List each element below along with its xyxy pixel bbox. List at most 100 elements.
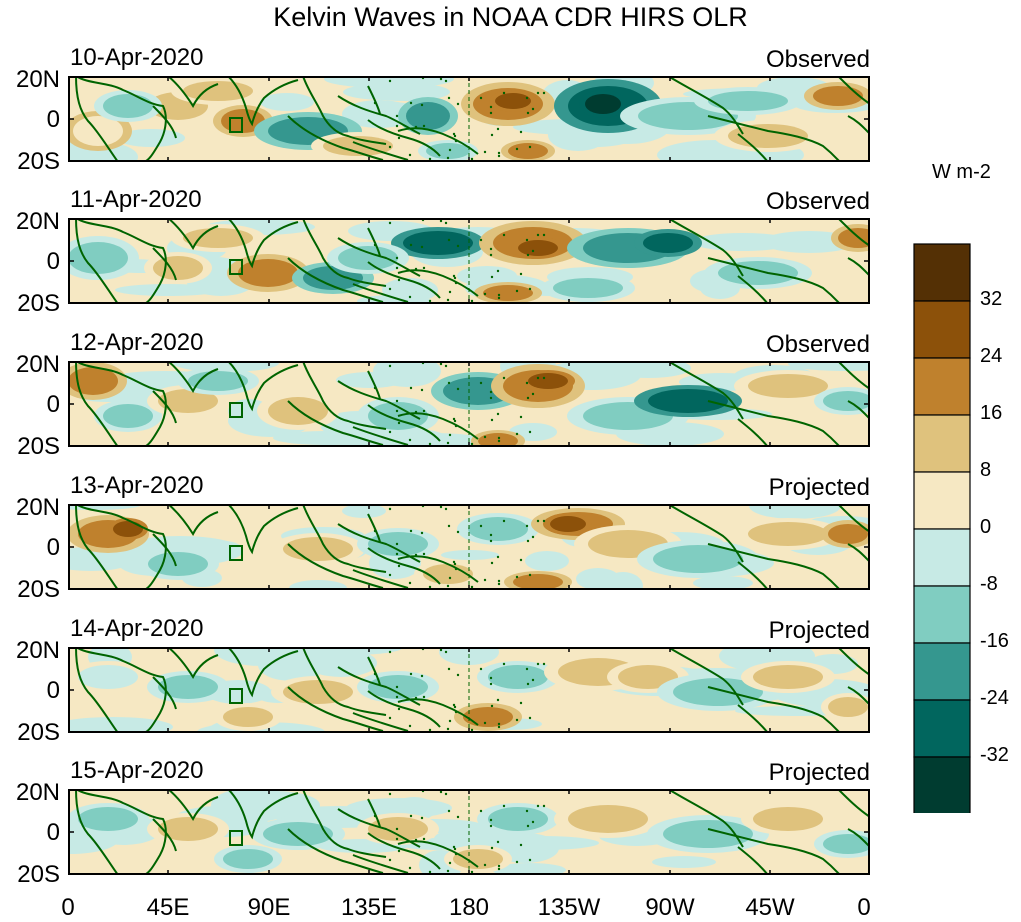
colorbar-swatch bbox=[913, 585, 971, 644]
latitude-label: 0 bbox=[46, 248, 60, 275]
coastline bbox=[227, 76, 299, 127]
coastline bbox=[367, 227, 381, 257]
coastline bbox=[667, 789, 744, 848]
anomaly-region bbox=[158, 817, 218, 841]
colorbar bbox=[913, 243, 971, 813]
coastline bbox=[287, 257, 384, 303]
anomaly-region bbox=[153, 256, 203, 280]
anomaly-region bbox=[68, 367, 118, 395]
longitude-label: 45W bbox=[745, 894, 795, 921]
panel-date: 14-Apr-2020 bbox=[70, 615, 204, 642]
coastline bbox=[287, 828, 384, 874]
panel-status: Projected bbox=[768, 617, 870, 644]
olr-anomaly-map bbox=[68, 504, 870, 590]
anomaly-region bbox=[223, 849, 273, 869]
latitude-label: 0 bbox=[46, 391, 60, 418]
latitude-label: 20S bbox=[17, 433, 60, 460]
longitude-label: 180 bbox=[448, 894, 490, 921]
latitude-label: 0 bbox=[46, 106, 60, 133]
anomaly-region bbox=[158, 389, 218, 413]
colorbar-swatch bbox=[913, 699, 971, 758]
panel-date: 12-Apr-2020 bbox=[70, 329, 204, 356]
anomaly-region bbox=[453, 849, 503, 869]
coastline bbox=[707, 828, 841, 875]
colorbar-swatch bbox=[913, 642, 971, 701]
colorbar-label: -24 bbox=[980, 687, 1009, 709]
latitude-label: 20N bbox=[15, 494, 60, 521]
anomaly-region bbox=[68, 242, 128, 274]
coastline bbox=[707, 686, 841, 733]
coastline bbox=[152, 247, 177, 281]
anomaly-region bbox=[483, 285, 533, 301]
coastline bbox=[74, 647, 167, 733]
colorbar-label: 24 bbox=[980, 345, 1003, 367]
anomaly-region bbox=[113, 521, 143, 537]
coastline bbox=[352, 141, 409, 161]
coastline bbox=[302, 647, 387, 716]
anomaly-region bbox=[828, 697, 868, 717]
olr-anomaly-map bbox=[68, 218, 870, 304]
anomaly-region bbox=[518, 240, 558, 256]
longitude-label: 135E bbox=[340, 894, 398, 921]
coastline bbox=[667, 76, 744, 135]
anomaly-region bbox=[653, 545, 743, 573]
coastline bbox=[352, 569, 409, 589]
anomaly-region bbox=[708, 91, 788, 111]
anomaly-region bbox=[550, 516, 586, 532]
coastline bbox=[707, 400, 841, 447]
anomaly-region bbox=[238, 259, 298, 287]
anomaly-region bbox=[823, 391, 870, 411]
colorbar-units: W m-2 bbox=[932, 161, 991, 183]
longitude-label: 135W bbox=[537, 894, 601, 921]
longitude-label: 0 bbox=[857, 894, 871, 921]
coastline bbox=[227, 504, 299, 555]
coastline bbox=[167, 76, 219, 109]
latitude-label: 0 bbox=[46, 534, 60, 561]
coastline bbox=[227, 647, 299, 698]
coastline bbox=[367, 832, 441, 870]
anomaly-region bbox=[585, 94, 621, 114]
olr-anomaly-map bbox=[68, 76, 870, 162]
coastline bbox=[152, 818, 177, 852]
coastline bbox=[667, 361, 744, 420]
anomaly-region bbox=[148, 552, 208, 576]
coastline bbox=[229, 545, 243, 561]
anomaly-region bbox=[488, 665, 548, 689]
anomaly-region bbox=[813, 86, 863, 106]
coastline bbox=[367, 798, 381, 828]
anomaly-region bbox=[748, 522, 828, 546]
coastline bbox=[737, 704, 769, 733]
anomaly-region bbox=[528, 373, 568, 389]
anomaly-region bbox=[488, 807, 548, 831]
anomaly-region bbox=[263, 822, 333, 846]
anomaly-region bbox=[838, 228, 870, 248]
anomaly-region bbox=[463, 707, 513, 727]
anomaly-region bbox=[663, 820, 753, 848]
coastline bbox=[74, 76, 167, 162]
figure-title: Kelvin Waves in NOAA CDR HIRS OLR bbox=[273, 2, 748, 32]
coastline bbox=[837, 789, 870, 818]
colorbar-swatch bbox=[913, 357, 971, 416]
longitude-label: 0 bbox=[61, 894, 75, 921]
coastline bbox=[352, 712, 409, 732]
anomaly-region bbox=[553, 278, 623, 298]
anomaly-region bbox=[188, 371, 248, 391]
coastline bbox=[302, 789, 387, 858]
longitude-label: 45E bbox=[146, 894, 190, 921]
anomaly-region bbox=[468, 517, 528, 541]
anomaly-region bbox=[753, 665, 823, 689]
coastline bbox=[367, 85, 381, 115]
latitude-label: 20S bbox=[17, 290, 60, 317]
coastline bbox=[352, 283, 409, 303]
latitude-label: 20N bbox=[15, 637, 60, 664]
anomaly-region bbox=[618, 665, 678, 689]
coastline bbox=[302, 76, 387, 145]
coastline bbox=[367, 656, 381, 686]
colorbar-swatch bbox=[913, 756, 971, 813]
coastline bbox=[287, 543, 384, 589]
anomaly-region bbox=[103, 404, 153, 428]
coastline bbox=[352, 426, 409, 446]
coastline bbox=[667, 647, 744, 706]
latitude-label: 0 bbox=[46, 819, 60, 846]
panel-status: Observed bbox=[765, 331, 870, 358]
